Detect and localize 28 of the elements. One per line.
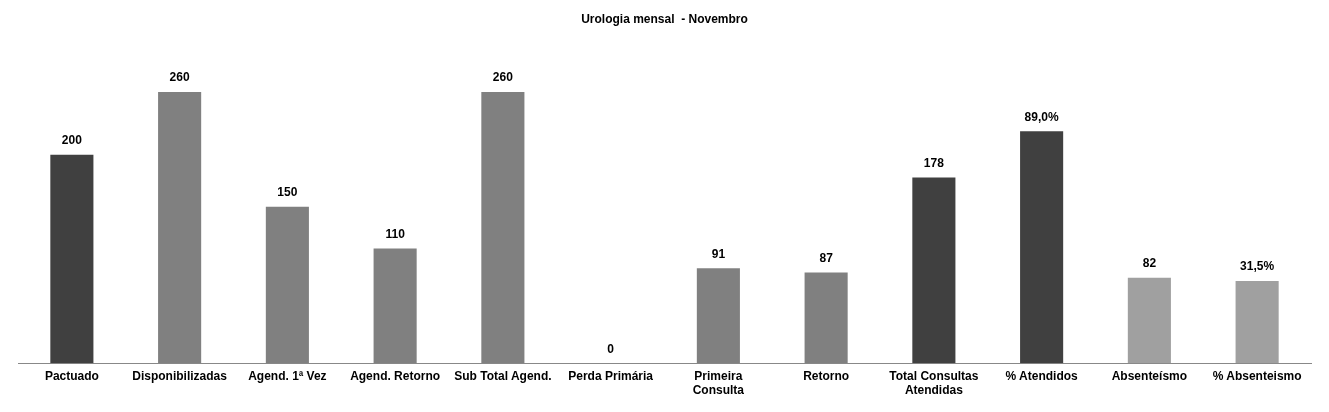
data-label: 178 [923, 155, 945, 170]
bar [1127, 277, 1171, 364]
data-label: 110 [385, 226, 406, 241]
data-label: 89,0% [1024, 109, 1059, 124]
data-label: 31,5% [1240, 259, 1275, 274]
x-tick-label: Pactuado [44, 368, 99, 383]
x-tick-label: Total Consultas Atendidas [889, 368, 979, 398]
x-tick-label: Disponibilizadas [132, 368, 228, 383]
x-tick-label: Agend. 1ª Vez [248, 368, 327, 383]
chart-title: Urologia mensal - Novembro [581, 11, 748, 26]
data-label: 260 [492, 70, 514, 85]
bar [912, 177, 956, 364]
data-label: 0 [607, 341, 615, 356]
x-tick-label: Primeira Consulta [692, 368, 745, 398]
data-label: 91 [711, 246, 726, 261]
data-label: 150 [277, 185, 298, 200]
x-tick-label: Retorno [803, 368, 850, 383]
data-label: 200 [61, 132, 83, 147]
x-tick-label: Perda Primária [568, 368, 654, 383]
data-label: 82 [1142, 256, 1157, 271]
data-label: 87 [819, 250, 834, 265]
x-tick-label: Sub Total Agend. [454, 368, 552, 383]
data-label: 260 [169, 70, 190, 85]
x-tick-label: Agend. Retorno [350, 368, 441, 383]
bar [50, 154, 94, 364]
x-tick-label: Absenteísmo [1111, 368, 1188, 383]
x-tick-label: % Atendidos [1005, 368, 1079, 383]
x-tick-label: % Absenteismo [1212, 368, 1302, 383]
